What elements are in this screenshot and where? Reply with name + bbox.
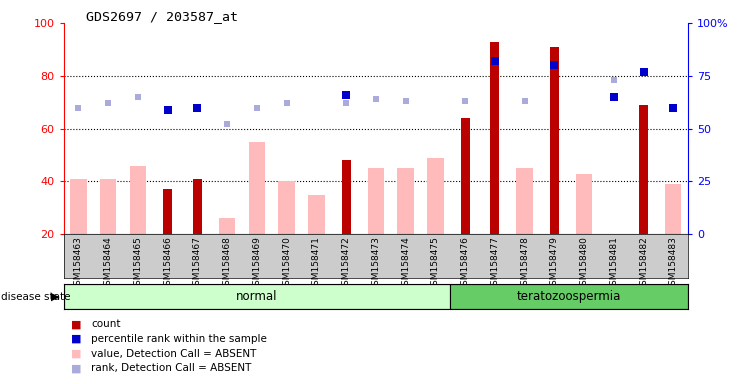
Bar xyxy=(308,195,325,234)
Text: disease state: disease state xyxy=(1,291,70,302)
Text: count: count xyxy=(91,319,120,329)
Text: GSM158467: GSM158467 xyxy=(193,237,202,291)
Bar xyxy=(219,218,236,234)
Text: GSM158465: GSM158465 xyxy=(133,237,142,291)
Text: GSM158474: GSM158474 xyxy=(401,237,410,291)
Bar xyxy=(665,184,681,234)
Bar xyxy=(516,168,533,234)
Text: GSM158472: GSM158472 xyxy=(342,237,351,291)
Bar xyxy=(639,105,648,234)
Text: teratozoospermia: teratozoospermia xyxy=(517,290,622,303)
Text: GSM158479: GSM158479 xyxy=(550,237,559,291)
Text: GSM158466: GSM158466 xyxy=(163,237,172,291)
Text: GSM158471: GSM158471 xyxy=(312,237,321,291)
Text: GSM158481: GSM158481 xyxy=(610,237,619,291)
Text: GSM158482: GSM158482 xyxy=(639,237,648,291)
Text: ■: ■ xyxy=(71,319,82,329)
Text: ■: ■ xyxy=(71,349,82,359)
Bar xyxy=(397,168,414,234)
Text: percentile rank within the sample: percentile rank within the sample xyxy=(91,334,267,344)
Bar xyxy=(163,189,172,234)
Bar xyxy=(368,168,384,234)
Text: GSM158468: GSM158468 xyxy=(223,237,232,291)
Bar xyxy=(450,284,688,309)
Bar xyxy=(100,179,117,234)
Text: rank, Detection Call = ABSENT: rank, Detection Call = ABSENT xyxy=(91,363,251,373)
Bar xyxy=(427,158,444,234)
Bar xyxy=(70,179,87,234)
Text: GSM158477: GSM158477 xyxy=(491,237,500,291)
Text: GSM158469: GSM158469 xyxy=(252,237,261,291)
Bar xyxy=(193,179,202,234)
Text: GSM158473: GSM158473 xyxy=(371,237,381,291)
Text: ■: ■ xyxy=(71,363,82,373)
Text: GSM158483: GSM158483 xyxy=(669,237,678,291)
Text: value, Detection Call = ABSENT: value, Detection Call = ABSENT xyxy=(91,349,257,359)
Bar xyxy=(129,166,146,234)
Bar xyxy=(249,142,265,234)
Bar xyxy=(576,174,592,234)
Bar xyxy=(461,118,470,234)
Text: GSM158480: GSM158480 xyxy=(580,237,589,291)
Text: normal: normal xyxy=(236,290,278,303)
Bar xyxy=(491,41,500,234)
Text: GSM158463: GSM158463 xyxy=(74,237,83,291)
Bar xyxy=(278,182,295,234)
Text: GDS2697 / 203587_at: GDS2697 / 203587_at xyxy=(86,10,238,23)
Text: GSM158478: GSM158478 xyxy=(520,237,529,291)
Text: ▶: ▶ xyxy=(52,291,60,302)
Text: GSM158475: GSM158475 xyxy=(431,237,440,291)
Bar xyxy=(342,161,351,234)
Text: GSM158470: GSM158470 xyxy=(282,237,291,291)
Text: ■: ■ xyxy=(71,334,82,344)
Bar xyxy=(550,47,559,234)
Text: GSM158464: GSM158464 xyxy=(104,237,113,291)
Text: GSM158476: GSM158476 xyxy=(461,237,470,291)
Bar xyxy=(64,284,450,309)
